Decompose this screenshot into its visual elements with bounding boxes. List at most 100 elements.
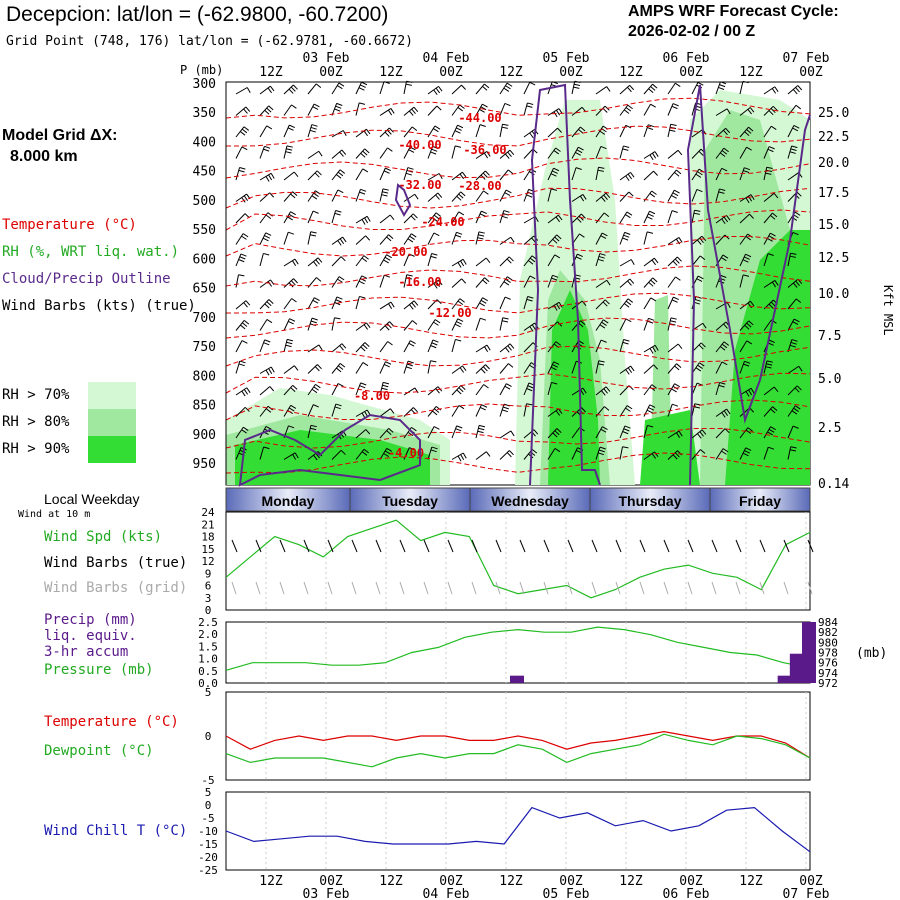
wind-barb bbox=[427, 446, 438, 460]
wind-barb-feather bbox=[723, 323, 728, 329]
wind-barb-feather bbox=[676, 169, 682, 175]
wind-barb-feather bbox=[290, 404, 297, 409]
wind-barb-feather bbox=[482, 366, 488, 372]
wind-barb-feather bbox=[767, 237, 773, 242]
wind-barb bbox=[475, 344, 491, 353]
wind-barb-feather bbox=[408, 149, 415, 153]
wind-barb-feather bbox=[770, 214, 776, 220]
wind-barb-shaft bbox=[787, 385, 798, 396]
pressure-tick: 400 bbox=[193, 135, 216, 150]
wind-barb-feather bbox=[502, 317, 509, 320]
wind-barb-feather bbox=[241, 146, 248, 151]
wind-barb-feather bbox=[726, 215, 731, 221]
wind-barb bbox=[379, 147, 393, 159]
wind-barb-shaft bbox=[739, 81, 744, 95]
wind-barb-shaft bbox=[475, 318, 481, 331]
wind-barb-feather bbox=[244, 406, 250, 412]
wind-barb-feather bbox=[534, 216, 539, 222]
wind-barb-shaft bbox=[475, 404, 482, 417]
wind-barb-feather bbox=[768, 235, 775, 240]
wind-barb-shaft bbox=[283, 318, 290, 331]
wind-barb bbox=[235, 87, 251, 95]
wind-barb-shaft bbox=[667, 82, 676, 95]
wind-barb-feather bbox=[435, 194, 440, 200]
wind-barb-feather bbox=[771, 88, 777, 94]
wind-barb-feather bbox=[293, 365, 299, 371]
wind-barb bbox=[739, 427, 753, 439]
temperature-label: -40.00 bbox=[398, 138, 441, 152]
wind-barb bbox=[403, 340, 416, 353]
wind-barb-shaft bbox=[307, 425, 312, 439]
wind-barb bbox=[691, 168, 705, 181]
wind-barb-feather bbox=[603, 388, 608, 394]
wind-barb-feather bbox=[574, 80, 581, 84]
wind-barb bbox=[787, 104, 802, 116]
wind-barb bbox=[475, 190, 489, 202]
wind-barb-feather bbox=[697, 433, 702, 439]
wind-barb-feather bbox=[790, 252, 797, 255]
wind-barb bbox=[283, 191, 298, 202]
wind-barb-feather bbox=[558, 408, 563, 415]
wind-barb-feather bbox=[381, 194, 388, 197]
wind-barb-feather bbox=[726, 108, 731, 115]
precip-tick: 1.0 bbox=[198, 653, 218, 666]
surface-wind-barb bbox=[759, 539, 766, 595]
wind-barb-shaft bbox=[403, 320, 413, 331]
wind-barb-feather bbox=[507, 151, 512, 157]
wind-barb-feather bbox=[433, 128, 439, 133]
wind-barb-feather bbox=[292, 384, 298, 390]
wind-barb-feather bbox=[773, 386, 779, 393]
wind-barb-feather bbox=[748, 320, 754, 326]
precip-tick: 2.0 bbox=[198, 628, 218, 641]
wind-barb bbox=[355, 102, 366, 116]
wind-barb-shaft bbox=[259, 339, 266, 353]
wind-barb bbox=[739, 126, 754, 138]
wind-barb-feather bbox=[625, 369, 630, 375]
wind-barb bbox=[355, 168, 369, 181]
wind-barb-feather bbox=[479, 424, 486, 428]
surface-barb-shaft bbox=[255, 539, 262, 553]
wind-barb-feather bbox=[431, 342, 438, 346]
wind-barb bbox=[451, 318, 464, 331]
bottom-hour-tick: 12Z bbox=[259, 874, 283, 889]
temperature-label: -4.00 bbox=[388, 446, 424, 460]
wind-barb-feather bbox=[264, 303, 270, 309]
wind-barb-feather bbox=[693, 212, 700, 215]
wind-barb bbox=[571, 213, 586, 224]
wind-barb-feather bbox=[627, 104, 633, 110]
wind-barb-feather bbox=[290, 211, 296, 216]
height-tick: 7.5 bbox=[818, 329, 841, 344]
wind-barb bbox=[763, 360, 773, 374]
wind-barb bbox=[547, 108, 563, 118]
wind-barb bbox=[331, 343, 347, 353]
wind-barb-feather bbox=[744, 131, 750, 137]
chill-tick: 5 bbox=[205, 786, 212, 799]
wind-barb-feather bbox=[721, 412, 726, 418]
wind-barb-feather bbox=[765, 172, 772, 175]
wind-barb-shaft bbox=[499, 189, 507, 202]
top-hour-tick: 12Z bbox=[259, 65, 283, 80]
precip-bar bbox=[789, 653, 804, 683]
wind-barb-feather bbox=[648, 88, 654, 94]
wind-barb bbox=[547, 448, 561, 460]
wind-barb-feather bbox=[672, 103, 679, 107]
wind-barb-feather bbox=[268, 299, 274, 304]
wind-barb-feather bbox=[241, 322, 248, 327]
wind-barb-feather bbox=[770, 408, 776, 414]
wind-barb-shaft bbox=[595, 339, 602, 353]
wind-barb-feather bbox=[312, 299, 319, 304]
wind-barb-feather bbox=[648, 213, 654, 217]
precip-bar bbox=[802, 622, 816, 683]
wind-barb-feather bbox=[334, 317, 341, 320]
wind-tick: 15 bbox=[201, 543, 214, 556]
wind-barb bbox=[283, 365, 299, 374]
wind-barb-shaft bbox=[739, 233, 749, 245]
wind-barb-shaft bbox=[331, 449, 342, 460]
wind-barb-feather bbox=[677, 150, 683, 156]
wind-barb bbox=[283, 318, 296, 331]
wind-barb-feather bbox=[648, 317, 655, 321]
wind-barb-feather bbox=[405, 83, 412, 86]
wind-barb-shaft bbox=[763, 212, 773, 224]
wind-barb-feather bbox=[505, 189, 512, 194]
wind-barb-feather bbox=[315, 259, 320, 265]
